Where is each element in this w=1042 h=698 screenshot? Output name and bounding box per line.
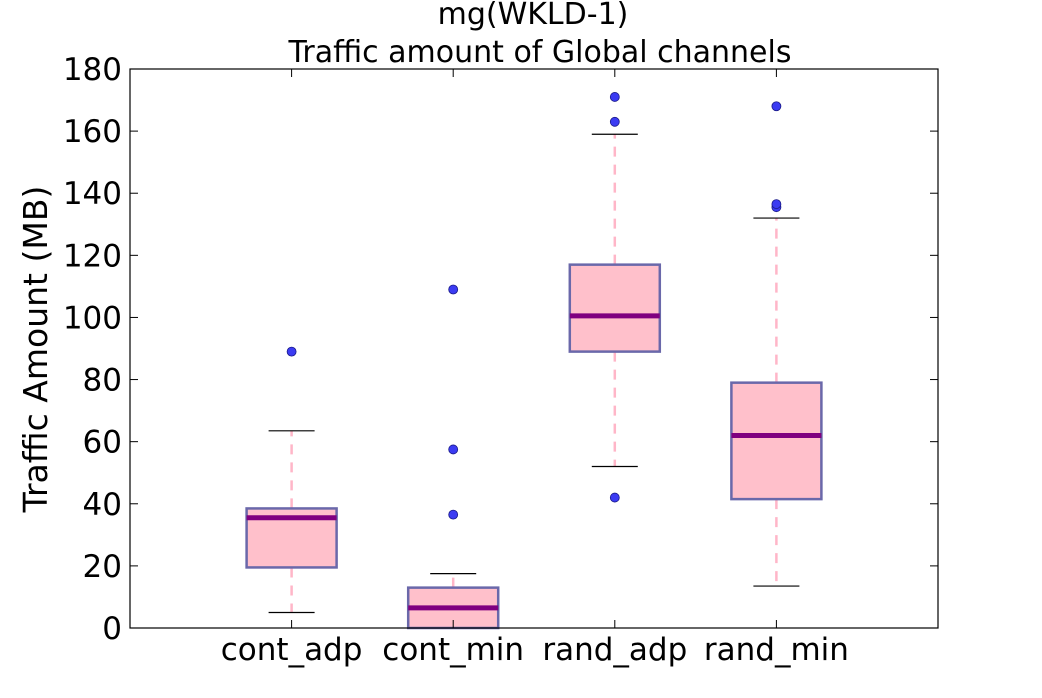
y-tick-label: 180: [63, 52, 122, 88]
outlier-point: [448, 284, 459, 295]
x-tick-label: cont_adp: [221, 632, 363, 668]
chart-subtitle: Traffic amount of Global channels: [288, 35, 792, 70]
x-tick-label: rand_adp: [542, 632, 687, 668]
outlier-point: [609, 492, 620, 503]
box: [568, 263, 662, 353]
y-tick-label: 0: [102, 611, 122, 647]
y-tick-label: 60: [83, 425, 122, 461]
y-tick-label: 40: [83, 487, 122, 523]
outlier-point: [771, 101, 782, 112]
outlier-point: [609, 92, 620, 102]
outlier-point: [448, 444, 459, 455]
plot-area: 0 20 40 60 80 100 120 140 160 180 cont_adp cont_min…: [63, 52, 939, 668]
chart-title: mg(WKLD-1): [438, 0, 629, 32]
y-tick-label: 160: [63, 114, 122, 150]
y-tick-label: 20: [83, 549, 122, 585]
x-tick-label: cont_min: [382, 632, 524, 668]
y-axis-label: Traffic Amount (MB): [16, 186, 55, 514]
plot-frame: [129, 68, 939, 629]
y-tick-label: 140: [63, 176, 122, 212]
y-tick-label: 100: [63, 300, 122, 336]
box: [730, 381, 823, 501]
y-tick-label: 120: [63, 238, 122, 274]
x-tick-label: rand_min: [704, 632, 849, 668]
outlier-point: [286, 346, 297, 357]
outlier-point: [609, 116, 620, 127]
outlier-point: [448, 509, 459, 520]
outlier-point: [771, 199, 782, 209]
y-tick-label: 80: [83, 363, 122, 399]
